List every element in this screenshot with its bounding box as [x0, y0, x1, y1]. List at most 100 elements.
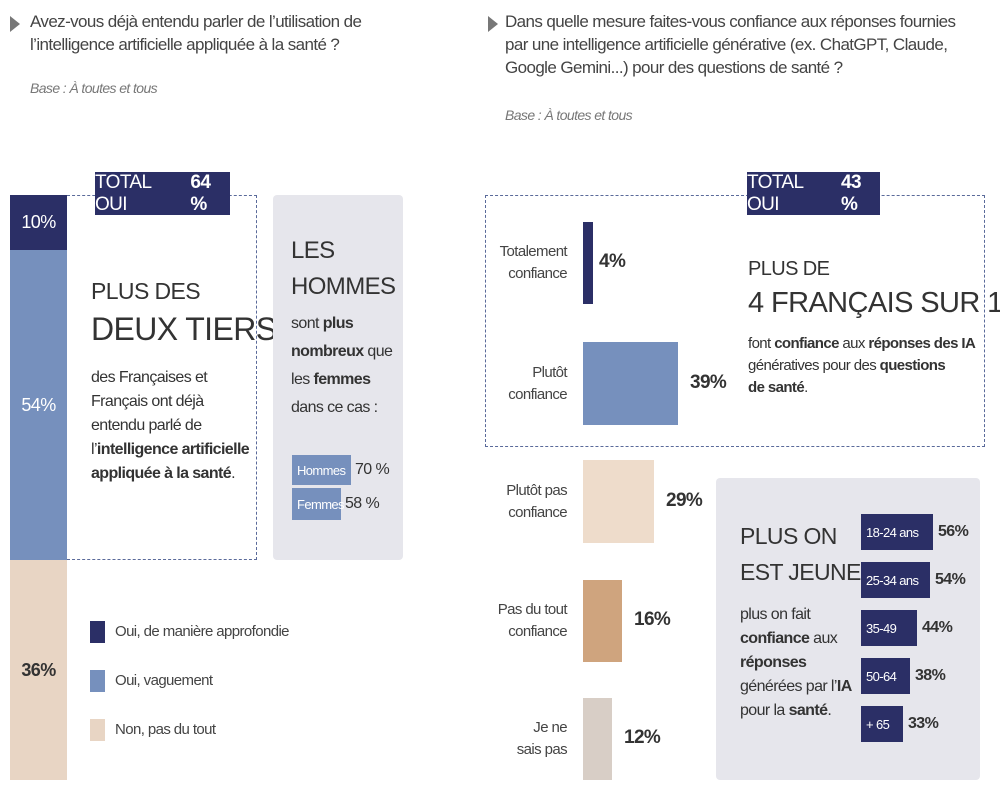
headline-line: HOMMES — [291, 273, 396, 300]
age-headline: PLUS ON EST JEUNE, — [740, 518, 867, 590]
age-row: + 65 33% — [861, 706, 968, 742]
trust-bar-label: Totalement confiance — [477, 241, 568, 285]
legend-label: Oui, vaguement — [115, 672, 213, 689]
question-line: l’intelligence artificielle appliquée à … — [30, 35, 340, 54]
text-line: Français ont déjà — [91, 393, 204, 410]
age-bar: + 65 — [861, 706, 903, 742]
text-line: l’intelligence artificielle — [91, 438, 261, 462]
total-value: 64 % — [190, 171, 211, 215]
age-value: 44% — [922, 619, 953, 636]
gender-headline: LES HOMMES — [291, 233, 396, 305]
text-bold: questions — [879, 357, 946, 374]
text-bold: femmes — [313, 371, 371, 388]
total-oui-tag: TOTAL OUI 43 % — [747, 172, 880, 215]
total-label: TOTAL OUI — [747, 171, 803, 215]
segment-vaguement: 54% — [10, 250, 67, 560]
text: aux — [809, 630, 838, 647]
legend-item: Oui, vaguement — [90, 656, 289, 705]
gender-text: sont plus nombreux que les femmes dans c… — [291, 310, 393, 422]
triangle-bullet-icon — [488, 16, 498, 32]
age-row: 18-24 ans 56% — [861, 514, 969, 550]
age-bar: 25-34 ans — [861, 562, 930, 598]
text: les — [291, 371, 314, 388]
age-row: 35-49 44% — [861, 610, 968, 646]
text: l’ — [91, 441, 98, 458]
legend-item: Oui, de manière approfondie — [90, 607, 290, 656]
age-bar: 35-49 — [861, 610, 917, 646]
age-bar: 50-64 — [861, 658, 910, 694]
text-line: nombreux que — [291, 338, 393, 366]
text: font — [748, 335, 775, 352]
text-line: font confiance aux réponses des IA — [748, 333, 976, 355]
headline-small: PLUS DES — [91, 278, 201, 304]
trust-bar-label: Pas du tout confiance — [477, 599, 568, 643]
total-value: 43 % — [841, 171, 862, 215]
trust-bar — [583, 222, 593, 304]
legend-item: Non, pas du tout — [90, 705, 289, 754]
text-bold: nombreux — [291, 343, 364, 360]
text: . — [231, 465, 235, 482]
right-paragraph: font confiance aux réponses des IA génér… — [748, 333, 976, 399]
text-bold: confiance — [774, 335, 839, 352]
age-value: 38% — [915, 667, 946, 684]
label-line: confiance — [508, 503, 567, 521]
text-line: entendu parlé de — [91, 417, 202, 434]
left-base: Base : À toutes et tous — [30, 80, 158, 96]
text-bold: plus — [322, 315, 354, 332]
question-line: Google Gemini...) pour des questions de … — [505, 58, 843, 77]
text-bold: IA — [836, 678, 852, 695]
bar-femmes: Femmes — [292, 488, 345, 520]
label-line: confiance — [508, 623, 567, 640]
text: . — [804, 379, 808, 396]
trust-bar-label: Je ne sais pas — [477, 717, 568, 761]
total-label: TOTAL OUI — [95, 171, 151, 215]
trust-bar-value: 12% — [624, 727, 661, 748]
headline-large: 4 FRANÇAIS SUR 10 — [748, 287, 1000, 319]
trust-bar — [583, 580, 622, 662]
stacked-bar: 10% 54% 36% — [10, 195, 67, 780]
text-line: sont plus — [291, 310, 392, 338]
text-bold: appliquée à la santé — [91, 465, 232, 482]
text-bold: de santé — [748, 379, 805, 396]
label-line: confiance — [508, 265, 567, 282]
text-line: réponses — [740, 654, 807, 671]
trust-bar-value: 4% — [599, 251, 626, 272]
segment-approfondie: 10% — [10, 195, 67, 250]
headline-line: PLUS ON — [740, 523, 837, 549]
label-line: Je ne — [533, 719, 567, 736]
text-bold: réponses des IA — [868, 335, 976, 352]
text: aux — [838, 335, 869, 352]
text-line: de santé. — [748, 377, 975, 399]
left-question: Avez-vous déjà entendu parler de l’utili… — [30, 10, 362, 56]
text-line: dans ce cas : — [291, 399, 378, 416]
triangle-bullet-icon — [10, 16, 20, 32]
text: sont — [291, 315, 323, 332]
text-bold: santé — [788, 702, 828, 719]
trust-bar — [583, 342, 678, 425]
label-line: sais pas — [516, 741, 568, 758]
age-value: 56% — [938, 523, 969, 540]
value-femmes: 58 % — [345, 495, 380, 512]
legend-swatch — [90, 718, 105, 741]
legend-label: Oui, de manière approfondie — [115, 623, 290, 640]
legend: Oui, de manière approfondie Oui, vagueme… — [90, 607, 290, 754]
trust-bar — [583, 460, 654, 543]
text-line: génératives pour des questions — [748, 355, 975, 377]
trust-bar-value: 39% — [690, 371, 727, 393]
text-line: confiance aux — [740, 627, 852, 651]
age-value: 54% — [935, 571, 966, 588]
text-bold: intelligence artificielle — [96, 441, 250, 458]
gender-bar-row: Hommes 70 % — [292, 455, 390, 485]
headline-line: LES — [291, 237, 335, 264]
text: pour la — [740, 702, 789, 719]
legend-label: Non, pas du tout — [115, 721, 216, 738]
text: génératives pour des — [748, 357, 880, 374]
trust-bar-label: Plutôt pas confiance — [477, 480, 567, 524]
label-line: confiance — [508, 385, 567, 403]
headline-line: EST JEUNE, — [740, 559, 867, 585]
question-line: Avez-vous déjà entendu parler de l’utili… — [30, 12, 362, 31]
age-bar: 18-24 ans — [861, 514, 933, 550]
text-line: les femmes — [291, 366, 392, 394]
text-line: générées par l’IA — [740, 675, 852, 699]
trust-bar — [583, 698, 612, 780]
